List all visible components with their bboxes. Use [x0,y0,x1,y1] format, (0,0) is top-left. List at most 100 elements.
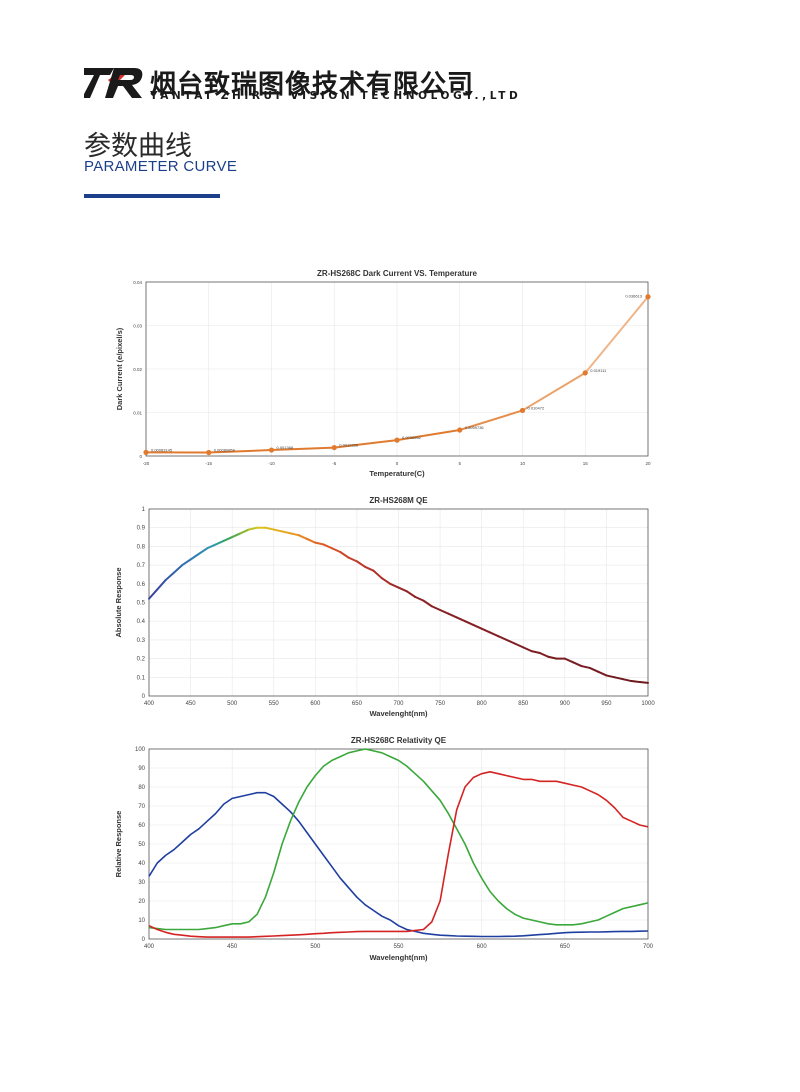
x-tick-label: -15 [205,461,212,466]
series-line-segment [538,651,550,658]
series-line-segment [472,623,483,630]
series-line-segment [597,670,608,677]
series-line-segment [547,655,558,660]
series-line-segment [505,638,516,645]
series-line-segment [372,569,383,580]
x-tick-label: 900 [560,701,571,707]
series-line-segment [439,608,450,615]
grid-lines [148,748,649,940]
x-tick-label: 700 [393,701,404,707]
data-point [331,444,337,451]
series-line-segment [458,409,524,432]
data-point [582,370,588,376]
company-name-cn: 烟台致瑞图像技术有限公司 [150,70,475,100]
y-tick-label: 0.4 [137,619,146,625]
blue-channel-line [148,791,649,938]
plot-frame [148,748,649,940]
y-tick-label: 0 [139,454,142,459]
data-label: 0.0059736 [465,425,485,430]
x-tick-label: 650 [560,944,571,950]
x-axis-label: Wavelenght(nm) [369,953,428,962]
series-line-segment [588,666,600,673]
series-line-segment [222,536,234,542]
y-tick-label: 0.01 [133,411,142,416]
x-tick-label: -5 [332,461,336,466]
series-line-segment [513,642,525,649]
x-tick-label: -20 [143,461,150,466]
series-line-segment [297,534,309,540]
data-label: 0.019111 [590,368,607,373]
x-tick-label: 600 [477,944,488,950]
series-line-segment [521,371,587,412]
x-tick-label: 10 [520,461,526,466]
data-label: 0.001368 [277,445,294,450]
x-tick-label: 550 [269,701,280,707]
mono-qe-chart: ZR-HS268M QE 400 450 500 550 600 650 700 750 800 8… [114,496,655,718]
y-tick-label: 80 [138,785,145,791]
series-line-segment [480,627,491,634]
x-tick-label: 550 [393,944,404,950]
x-tick-label: 950 [601,701,612,707]
y-tick-label: 0.6 [137,582,146,588]
x-tick-label: 5 [458,461,461,466]
series-line-segment [206,543,217,550]
series-line-segment [156,579,167,591]
series-line-segment [270,446,336,452]
series-line-segment [455,616,467,623]
y-tick-label: 0.3 [137,638,146,644]
series-line-segment [181,558,192,567]
section-subtitle: PARAMETER CURVE [84,158,238,175]
y-axis-label: Relative Response [114,811,123,878]
y-tick-label: 0.7 [137,563,146,569]
y-tick-label: 0.2 [137,657,146,663]
x-tick-label: 700 [643,944,654,950]
dark-current-chart: ZR-HS268C Dark Current VS. Temperature -2… [115,269,651,478]
x-tick-label: 500 [227,701,238,707]
grid-lines [148,508,649,697]
y-tick-label: 0.8 [137,544,146,550]
data-point [645,294,651,300]
plot-frame [145,281,649,457]
series-line-segment [430,605,442,611]
series-line-segment [164,571,175,582]
series-line-segment [306,537,317,544]
red-channel-line [148,771,649,938]
y-tick-label: 1 [142,507,146,513]
y-tick-label: 70 [138,804,145,810]
series-line-segment [613,676,625,681]
x-tick-label: 400 [144,944,155,950]
series-line-segment [397,586,408,593]
series-line-segment [347,556,358,563]
series-line-segment [189,552,200,561]
y-tick-label: 0.03 [133,324,142,329]
data-label: 0.0036552 [402,435,422,440]
y-tick-label: 0.5 [137,601,146,607]
data-label: 0.00083145 [151,447,173,452]
series-line-segment [364,565,375,572]
x-axis-label: Temperature(C) [369,469,425,478]
series-line-segment [422,599,433,608]
x-tick-label: 1000 [641,701,655,707]
y-tick-label: 0 [142,694,146,700]
data-label: 0.036613 [625,294,642,299]
data-point [457,427,463,433]
x-tick-label: -10 [268,461,275,466]
series-line-segment [239,528,250,535]
x-tick-label: 600 [310,701,321,707]
series-line-segment [405,590,417,598]
series-line-segment [497,635,508,641]
x-tick-label: 20 [645,461,651,466]
series-line-segment [214,539,225,546]
series-line-segment [272,528,284,533]
y-tick-label: 20 [138,899,145,905]
series-line-segment [355,560,367,568]
series-line-segment [572,661,583,668]
plot-frame [148,508,649,697]
series-line-segment [464,620,475,626]
x-tick-label: 850 [518,701,529,707]
series-line-segment [580,665,591,669]
series-line-segment [148,588,159,600]
series-line-segment [322,543,333,550]
company-name-en: YANTAI ZHIRUI VISION TECHNOLOGY.,LTD [150,90,522,102]
y-tick-label: 0 [142,937,146,943]
